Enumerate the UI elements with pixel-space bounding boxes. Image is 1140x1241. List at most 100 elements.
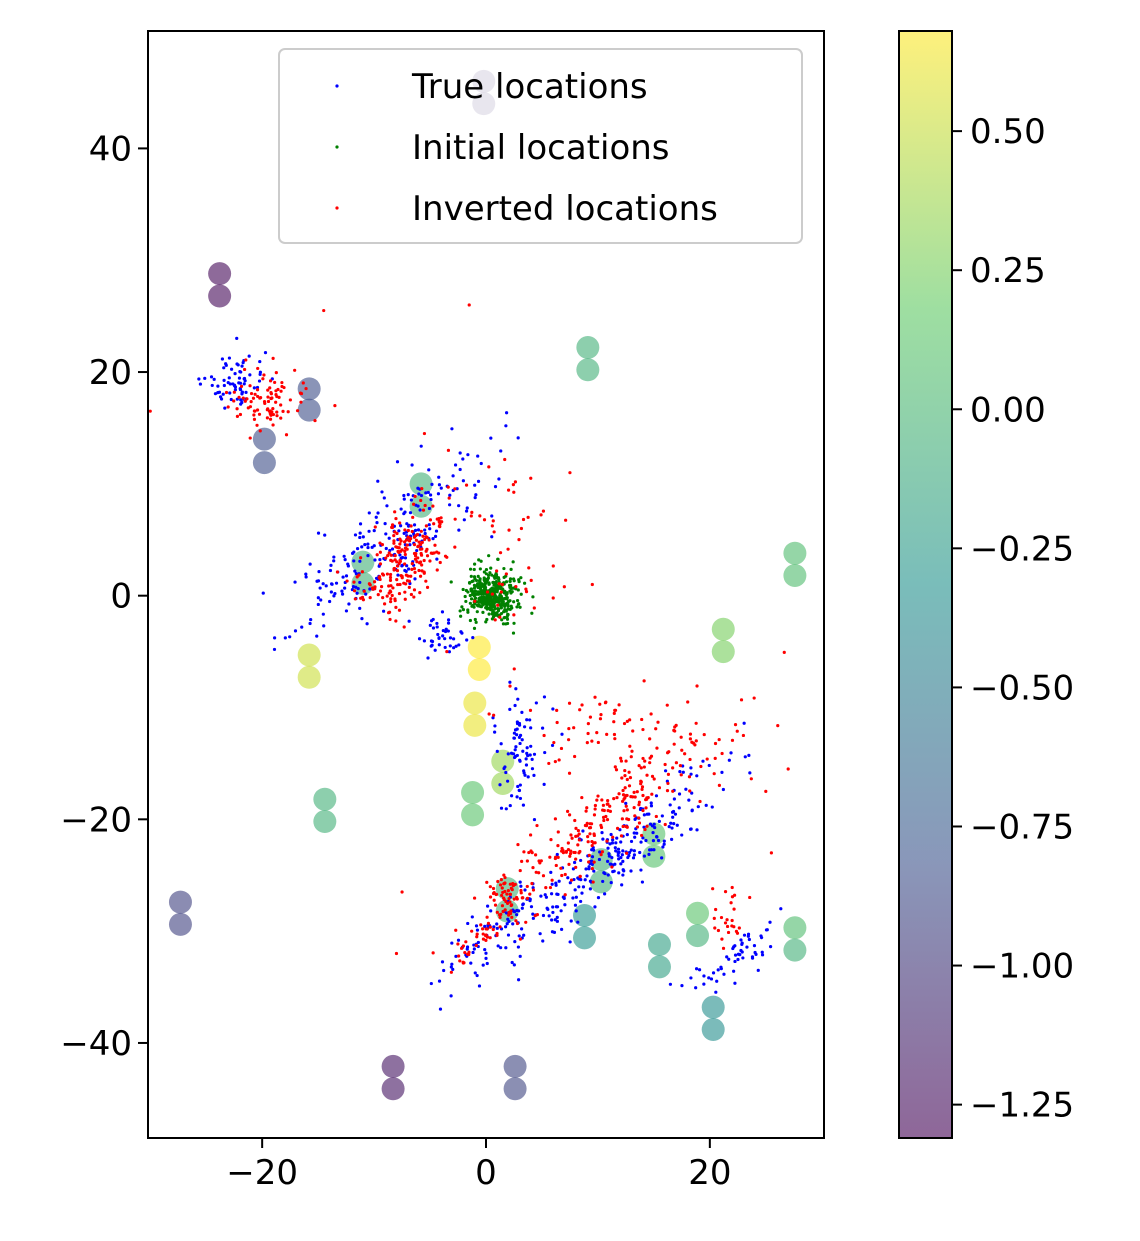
data-point <box>727 957 731 961</box>
data-point <box>427 538 431 542</box>
data-point <box>528 708 533 712</box>
data-point <box>333 403 337 408</box>
station-marker <box>686 924 710 948</box>
data-point <box>747 753 751 757</box>
data-point <box>504 424 508 428</box>
data-point <box>470 929 474 933</box>
data-point <box>702 982 706 986</box>
data-point <box>667 750 671 754</box>
data-point <box>537 871 541 875</box>
data-point <box>671 789 675 793</box>
data-point <box>449 965 453 969</box>
data-point <box>400 890 404 894</box>
data-point <box>299 400 303 404</box>
data-point <box>586 840 590 844</box>
data-point <box>629 848 633 852</box>
data-point <box>512 613 516 617</box>
data-point <box>488 936 492 940</box>
data-point <box>505 892 509 896</box>
data-point <box>516 697 520 701</box>
data-point <box>464 483 469 487</box>
data-point <box>639 868 643 872</box>
data-point <box>628 718 632 722</box>
data-point <box>403 549 407 554</box>
station-marker <box>208 284 232 308</box>
data-point <box>729 901 733 905</box>
data-point <box>499 611 504 616</box>
data-point <box>595 731 599 735</box>
data-point <box>447 650 451 654</box>
data-point <box>392 539 396 543</box>
data-point <box>495 749 499 753</box>
data-point <box>479 559 483 563</box>
data-point <box>614 849 618 853</box>
data-point <box>680 983 684 988</box>
data-point <box>504 925 508 929</box>
data-point <box>645 824 649 828</box>
data-point <box>625 808 629 812</box>
data-point <box>642 765 646 769</box>
data-point <box>511 577 516 581</box>
data-point <box>502 610 506 614</box>
data-point <box>741 956 745 960</box>
data-point <box>252 413 256 417</box>
data-point <box>501 600 505 604</box>
data-point <box>501 890 505 895</box>
data-point <box>701 759 705 763</box>
data-point <box>468 593 472 598</box>
data-point <box>504 946 508 950</box>
data-point <box>459 614 463 618</box>
data-point <box>280 380 284 385</box>
data-point <box>476 479 481 483</box>
data-point <box>407 567 411 571</box>
data-point <box>484 938 488 942</box>
data-point <box>209 375 214 379</box>
data-point <box>623 768 627 773</box>
data-point <box>733 959 737 964</box>
data-point <box>492 600 496 605</box>
data-point <box>631 729 635 733</box>
data-point <box>216 384 220 388</box>
data-point <box>443 645 447 650</box>
data-point <box>395 578 399 582</box>
data-point <box>593 807 597 811</box>
data-point <box>442 968 446 973</box>
data-point <box>740 941 744 945</box>
data-point <box>474 592 479 596</box>
data-point <box>637 803 641 807</box>
data-point <box>222 366 226 370</box>
data-point <box>587 860 591 864</box>
data-point <box>551 596 555 600</box>
data-point <box>375 553 379 557</box>
data-point <box>605 818 610 822</box>
data-point <box>569 919 573 923</box>
data-point <box>745 945 749 949</box>
station-marker <box>701 995 725 1019</box>
data-point <box>382 496 386 500</box>
data-point <box>344 574 349 578</box>
data-point <box>321 582 325 586</box>
data-point <box>526 515 530 519</box>
data-point <box>384 546 388 551</box>
data-point <box>750 956 755 960</box>
data-point <box>477 558 481 562</box>
data-point <box>611 870 615 874</box>
data-point <box>516 588 520 592</box>
data-point <box>736 957 740 962</box>
data-point <box>524 920 528 924</box>
data-point <box>576 843 580 847</box>
data-point <box>491 886 496 891</box>
data-point <box>360 570 364 574</box>
data-point <box>662 842 666 846</box>
data-point <box>512 731 517 735</box>
data-point <box>506 599 510 603</box>
data-point <box>417 568 421 573</box>
data-point <box>598 717 603 721</box>
data-point <box>649 712 653 716</box>
data-point <box>459 630 463 634</box>
data-point <box>730 924 734 928</box>
data-point <box>531 886 535 890</box>
data-point <box>520 927 524 931</box>
data-point <box>352 589 357 593</box>
data-point <box>405 543 409 547</box>
